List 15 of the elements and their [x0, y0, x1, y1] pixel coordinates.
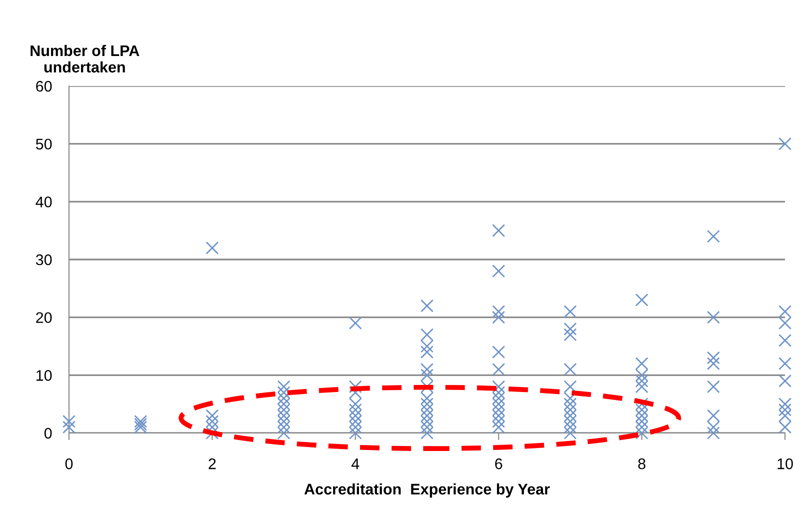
- x-tick-label: 6: [495, 458, 502, 470]
- y-tick-label: 60: [36, 80, 52, 92]
- y-tick-label: 20: [36, 312, 52, 324]
- y-tick-label: 50: [36, 138, 52, 150]
- x-tick-label: 0: [65, 458, 73, 470]
- x-axis-title: Accreditation Experience by Year: [304, 483, 550, 498]
- x-tick-label: 2: [208, 458, 216, 470]
- y-axis-title: Number of LPA undertaken: [30, 44, 140, 73]
- x-tick-label: 4: [352, 458, 360, 470]
- y-tick-label: 10: [36, 370, 52, 381]
- x-tick-label: 10: [778, 458, 793, 470]
- y-tick-label: 40: [36, 196, 52, 208]
- y-tick-label: 0: [44, 428, 52, 439]
- y-tick-label: 30: [36, 254, 52, 266]
- x-tick-label: 8: [638, 458, 646, 470]
